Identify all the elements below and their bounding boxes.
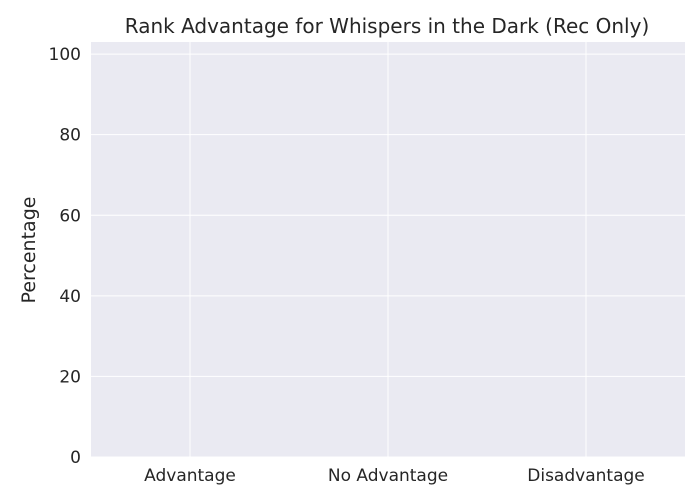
y-tick-label: 20 (59, 367, 81, 387)
y-tick-label: 60 (59, 206, 81, 226)
grid-lines (91, 42, 685, 458)
x-tick-label: Advantage (144, 466, 236, 486)
x-tick-labels: Advantage No Advantage Disadvantage (144, 466, 645, 486)
y-axis-label: Percentage (18, 197, 40, 304)
y-tick-label: 0 (70, 448, 81, 468)
chart-title: Rank Advantage for Whispers in the Dark … (125, 14, 650, 38)
y-tick-label: 80 (59, 126, 81, 146)
y-tick-label: 100 (49, 45, 81, 65)
x-tick-label: Disadvantage (527, 466, 644, 486)
y-tick-label: 40 (59, 287, 81, 307)
x-tick-label: No Advantage (328, 466, 448, 486)
y-tick-labels: 0 20 40 60 80 100 (49, 45, 81, 468)
